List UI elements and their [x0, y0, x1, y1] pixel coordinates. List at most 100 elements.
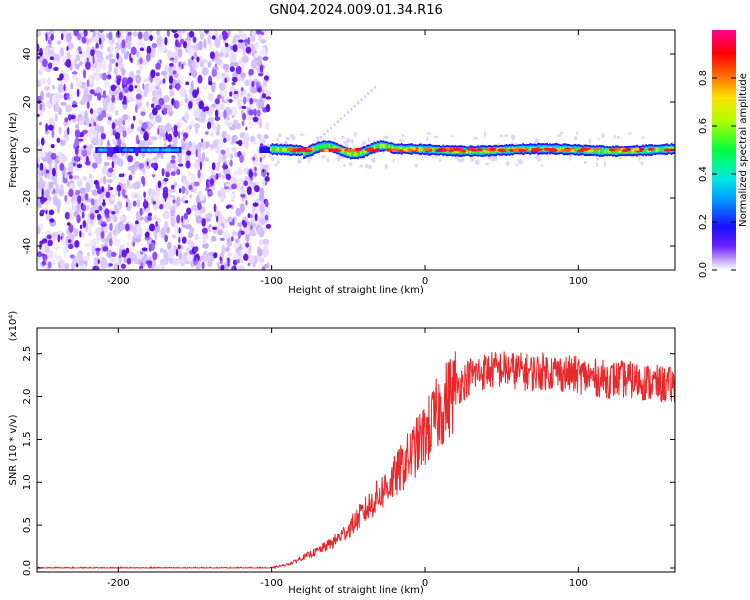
- noise-speckle: [159, 247, 164, 254]
- noise-speckle: [265, 90, 272, 97]
- noise-speckle: [114, 132, 121, 140]
- noise-speckle: [176, 169, 181, 176]
- noise-speckle: [229, 66, 235, 73]
- noise-speckle: [245, 242, 250, 248]
- noise-speckle: [208, 251, 214, 256]
- snr-y-tick-label: 2.0: [22, 389, 33, 405]
- band-segment: [354, 151, 356, 156]
- noise-speckle: [68, 208, 73, 214]
- band-segment: [179, 147, 182, 153]
- band-segment: [619, 149, 622, 154]
- noise-speckle: [56, 137, 61, 143]
- noise-speckle: [83, 86, 89, 97]
- noise-speckle: [519, 162, 523, 165]
- noise-speckle: [118, 91, 123, 101]
- band-segment: [315, 146, 317, 151]
- noise-speckle: [106, 249, 113, 259]
- noise-speckle: [595, 157, 600, 161]
- noise-speckle: [53, 246, 60, 251]
- noise-speckle: [80, 232, 85, 239]
- noise-speckle: [343, 113, 346, 117]
- band-segment: [598, 148, 601, 153]
- colorbar: 0.0 0.2 0.4 0.6 0.8 Normalized spectral ampl…: [698, 30, 749, 278]
- band-segment: [107, 147, 110, 153]
- band-segment: [399, 146, 401, 151]
- noise-speckle: [126, 40, 132, 50]
- snr-x-tick-label: -100: [260, 578, 283, 589]
- band-segment: [273, 147, 275, 152]
- noise-speckle: [225, 108, 233, 114]
- spectrogram-x-tick-label: -200: [107, 276, 130, 287]
- noise-speckle: [166, 30, 171, 37]
- noise-speckle: [262, 246, 269, 258]
- band-segment: [385, 144, 388, 149]
- noise-speckle: [111, 211, 116, 215]
- band-segment: [433, 148, 436, 153]
- noise-speckle: [82, 93, 89, 103]
- noise-speckle: [193, 181, 200, 187]
- noise-speckle: [171, 155, 176, 160]
- noise-speckle: [107, 184, 110, 192]
- band-segment: [601, 149, 604, 154]
- noise-speckle: [215, 173, 219, 180]
- noise-speckle: [169, 188, 176, 193]
- spectrogram-y-tick-label: 20: [22, 96, 33, 109]
- noise-speckle: [66, 222, 71, 226]
- noise-speckle: [63, 246, 67, 257]
- band-segment: [376, 144, 379, 149]
- snr-y-tick-label: 1.5: [22, 431, 33, 447]
- noise-speckle: [242, 112, 247, 121]
- noise-speckle: [139, 251, 143, 255]
- noise-speckle: [48, 209, 55, 216]
- band-segment: [607, 149, 610, 154]
- noise-speckle: [101, 72, 108, 81]
- noise-speckle: [159, 132, 167, 138]
- noise-speckle: [214, 116, 221, 121]
- noise-speckle: [112, 229, 117, 236]
- band-hotspot: [543, 147, 551, 151]
- band-segment: [381, 144, 383, 149]
- noise-speckle: [199, 194, 205, 201]
- noise-speckle: [198, 100, 205, 110]
- band-segment: [597, 148, 599, 153]
- spectrogram-y-label: Frequency (Hz): [8, 112, 19, 188]
- band-hotspot: [330, 149, 337, 153]
- noise-speckle: [195, 215, 202, 224]
- noise-speckle: [45, 122, 49, 132]
- noise-speckle: [101, 94, 108, 98]
- noise-speckle: [192, 36, 197, 43]
- noise-speckle: [132, 241, 135, 247]
- noise-speckle: [128, 174, 133, 181]
- noise-speckle: [60, 184, 64, 191]
- band-hotspot: [442, 148, 448, 153]
- noise-speckle: [100, 42, 104, 50]
- noise-speckle: [93, 60, 97, 68]
- noise-speckle: [57, 84, 64, 94]
- noise-speckle: [173, 101, 177, 109]
- noise-speckle: [79, 224, 83, 230]
- noise-speckle: [186, 239, 193, 246]
- noise-speckle: [75, 124, 80, 129]
- noise-speckle: [70, 82, 74, 90]
- noise-speckle: [108, 53, 114, 58]
- noise-speckle: [253, 108, 257, 117]
- noise-speckle: [71, 71, 78, 75]
- noise-speckle: [88, 133, 93, 141]
- noise-speckle: [259, 160, 263, 169]
- noise-speckle: [93, 121, 97, 127]
- noise-speckle: [109, 58, 116, 64]
- band-hotspot: [346, 148, 354, 153]
- noise-speckle: [122, 173, 125, 177]
- band-segment: [348, 151, 350, 156]
- noise-speckle: [134, 85, 138, 89]
- noise-speckle: [245, 126, 248, 131]
- noise-speckle: [121, 39, 126, 49]
- noise-speckle: [148, 82, 153, 93]
- band-hotspot: [518, 148, 526, 153]
- noise-speckle: [184, 97, 189, 103]
- band-segment: [111, 147, 114, 153]
- band-segment: [361, 150, 364, 155]
- noise-speckle: [82, 175, 88, 181]
- noise-speckle: [172, 70, 177, 75]
